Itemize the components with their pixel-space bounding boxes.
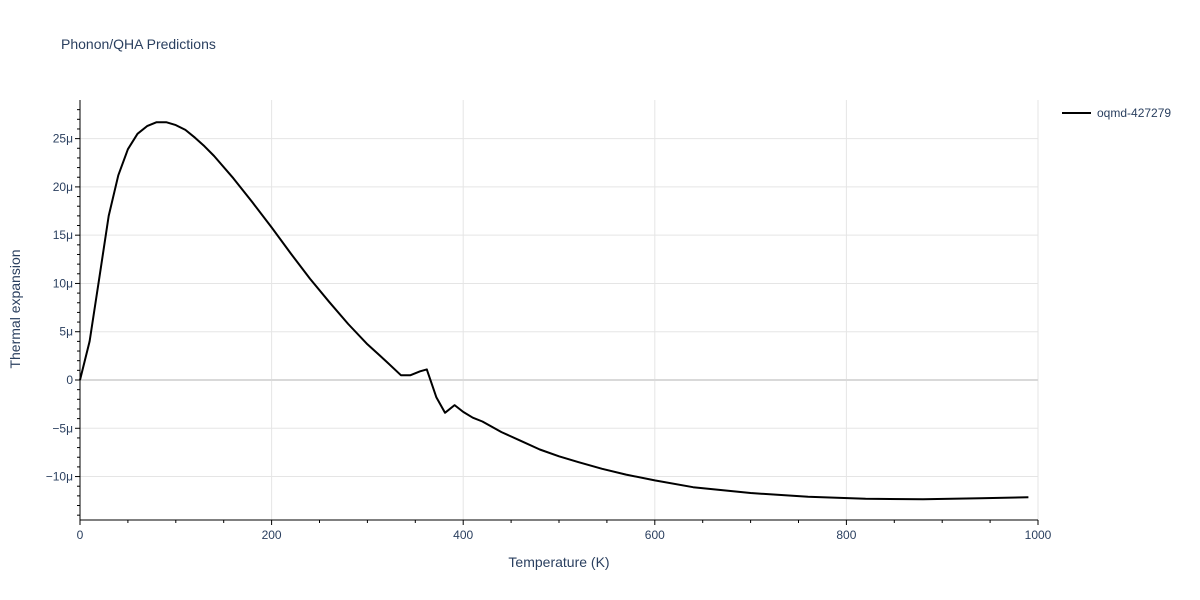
x-tick-label: 1000 bbox=[1025, 528, 1052, 542]
x-tick-label: 400 bbox=[453, 528, 473, 542]
y-tick-label: 5μ bbox=[59, 325, 73, 339]
y-tick-label: −10μ bbox=[46, 470, 73, 484]
y-tick-label: 15μ bbox=[53, 228, 73, 242]
legend-swatch bbox=[1062, 112, 1091, 114]
grid-layer bbox=[80, 100, 1039, 520]
x-tick-label: 200 bbox=[262, 528, 282, 542]
axis-layer bbox=[75, 100, 1039, 525]
x-tick-label: 600 bbox=[645, 528, 665, 542]
y-axis-title: Thermal expansion bbox=[7, 249, 23, 369]
series-layer bbox=[79, 121, 1029, 501]
legend[interactable]: oqmd-427279 bbox=[1062, 106, 1171, 120]
x-tick-label: 800 bbox=[836, 528, 856, 542]
x-axis-title: Temperature (K) bbox=[508, 554, 610, 570]
x-tick-label: 0 bbox=[77, 528, 84, 542]
legend-label[interactable]: oqmd-427279 bbox=[1097, 106, 1172, 120]
y-tick-label: −5μ bbox=[52, 421, 73, 435]
y-tick-label: 25μ bbox=[53, 132, 73, 146]
y-tick-label: 0 bbox=[66, 373, 73, 387]
y-tick-label: 10μ bbox=[53, 276, 73, 290]
chart-title: Phonon/QHA Predictions bbox=[61, 36, 216, 52]
y-tick-label: 20μ bbox=[53, 180, 73, 194]
series-line bbox=[79, 121, 1029, 501]
tick-label-layer: 0 200 400 600 800 1000 −10μ −5μ 0 5μ 10μ 15μ 20μ 25μ bbox=[46, 132, 1052, 542]
